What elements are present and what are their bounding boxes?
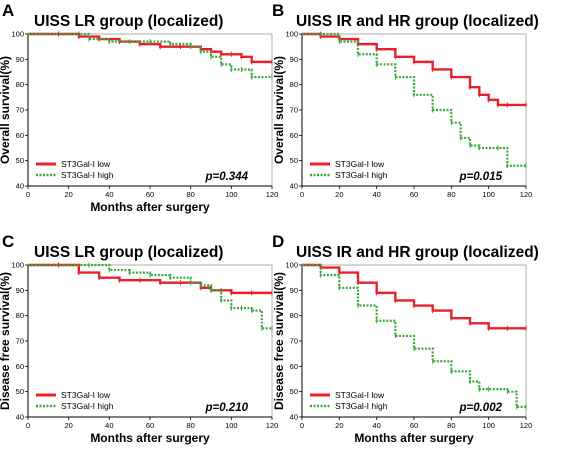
chart-title: UISS IR and HR group (localized) — [296, 13, 539, 30]
legend-label: ST3Gal-I high — [335, 401, 388, 411]
chart-title: UISS IR and HR group (localized) — [296, 244, 539, 261]
y-axis-label: Overall survival(%) — [0, 56, 12, 164]
x-tick-label: 120 — [520, 421, 533, 430]
x-tick-label: 40 — [105, 421, 113, 430]
y-tick-label: 100 — [285, 261, 298, 270]
x-tick-label: 100 — [225, 190, 238, 199]
y-tick-label: 90 — [290, 55, 298, 64]
x-tick-label: 80 — [447, 421, 455, 430]
legend-label: ST3Gal-I low — [335, 159, 385, 169]
panel-a: A UISS LR group (localized) 40 50 60 70 80 90 10… — [0, 1, 278, 214]
legend-label: ST3Gal-I low — [335, 390, 385, 400]
y-tick-label: 90 — [16, 286, 24, 295]
y-axis-label: Overall survival(%) — [272, 56, 286, 164]
x-tick-label: 80 — [186, 421, 194, 430]
km-curve-high — [302, 263, 526, 408]
km-curve-high — [28, 32, 272, 79]
y-axis-label: Disease free survival(%) — [0, 272, 12, 410]
y-tick-label: 90 — [16, 55, 24, 64]
y-tick-label: 40 — [16, 182, 24, 191]
p-value: p=0.344 — [204, 171, 248, 183]
y-tick-label: 100 — [11, 30, 24, 39]
x-tick-label: 20 — [64, 421, 72, 430]
y-tick-label: 90 — [290, 286, 298, 295]
y-tick-label: 60 — [290, 131, 298, 140]
km-curve-low — [28, 263, 272, 295]
x-tick-label: 60 — [410, 421, 418, 430]
legend-label: ST3Gal-I low — [61, 390, 111, 400]
km-curve-low — [28, 32, 272, 64]
x-axis-label: Months after surgery — [90, 431, 210, 445]
x-tick-label: 100 — [482, 421, 495, 430]
x-tick-label: 120 — [266, 421, 279, 430]
y-tick-label: 60 — [16, 131, 24, 140]
panel-b: B UISS IR and HR group (localized) 40 50 60 7… — [272, 1, 539, 199]
y-tick-label: 50 — [16, 156, 24, 165]
p-value: p=0.015 — [458, 171, 502, 183]
x-tick-label: 20 — [335, 421, 343, 430]
y-tick-label: 70 — [290, 106, 298, 115]
y-axis-label: Disease free survival(%) — [272, 272, 286, 410]
legend-label: ST3Gal-I low — [61, 159, 111, 169]
x-tick-label: 120 — [266, 190, 279, 199]
x-tick-label: 80 — [186, 190, 194, 199]
x-tick-label: 100 — [225, 421, 238, 430]
legend-label: ST3Gal-I high — [335, 170, 388, 180]
x-tick-label: 40 — [372, 190, 380, 199]
p-value: p=0.210 — [204, 402, 248, 414]
x-tick-label: 100 — [482, 190, 495, 199]
panel-d: D UISS IR and HR group (localized) 40 50 60 7… — [272, 232, 539, 445]
y-tick-label: 100 — [285, 30, 298, 39]
y-tick-label: 80 — [290, 311, 298, 320]
x-tick-label: 0 — [26, 190, 30, 199]
y-tick-label: 100 — [11, 261, 24, 270]
panel-letter: D — [272, 232, 284, 251]
x-axis-label: Months after surgery — [90, 200, 210, 214]
panel-letter: C — [2, 232, 14, 251]
y-tick-label: 70 — [16, 337, 24, 346]
y-tick-label: 50 — [290, 387, 298, 396]
chart-title: UISS LR group (localized) — [34, 244, 223, 261]
legend-label: ST3Gal-I high — [61, 170, 114, 180]
y-tick-label: 80 — [16, 80, 24, 89]
p-value: p=0.002 — [458, 402, 502, 414]
x-tick-label: 60 — [146, 421, 154, 430]
panel-c: C UISS LR group (localized) 40 50 60 70 80 90 10… — [0, 232, 278, 445]
y-tick-label: 80 — [16, 311, 24, 320]
x-tick-label: 0 — [26, 421, 30, 430]
x-tick-label: 20 — [335, 190, 343, 199]
y-tick-label: 50 — [290, 156, 298, 165]
y-tick-label: 70 — [16, 106, 24, 115]
y-tick-label: 40 — [290, 182, 298, 191]
x-tick-label: 60 — [146, 190, 154, 199]
y-tick-label: 80 — [290, 80, 298, 89]
x-tick-label: 80 — [447, 190, 455, 199]
panel-letter: A — [2, 1, 14, 20]
chart-title: UISS LR group (localized) — [34, 13, 223, 30]
x-tick-label: 20 — [64, 190, 72, 199]
x-tick-label: 60 — [410, 190, 418, 199]
x-tick-label: 0 — [300, 421, 304, 430]
x-tick-label: 120 — [520, 190, 533, 199]
x-tick-label: 40 — [372, 421, 380, 430]
y-tick-label: 40 — [16, 413, 24, 422]
x-tick-label: 0 — [300, 190, 304, 199]
x-axis-label: Months after surgery — [354, 431, 474, 445]
x-tick-label: 40 — [105, 190, 113, 199]
y-tick-label: 60 — [16, 362, 24, 371]
y-tick-label: 40 — [290, 413, 298, 422]
y-tick-label: 50 — [16, 387, 24, 396]
y-tick-label: 70 — [290, 337, 298, 346]
panel-letter: B — [272, 1, 284, 20]
y-tick-label: 60 — [290, 362, 298, 371]
legend-label: ST3Gal-I high — [61, 401, 114, 411]
